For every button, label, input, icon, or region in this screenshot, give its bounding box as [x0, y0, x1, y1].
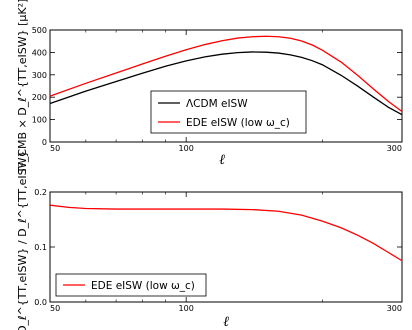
bottom-series-line-0: [49, 204, 403, 262]
top-panel: 50 100 300 0 100 200 300 400 500 ΛCDM eISW EDE e…: [16, 0, 403, 174]
top-x-tick-label: 300: [387, 144, 402, 153]
bottom-y-tick-label: 0.0: [34, 298, 47, 307]
bottom-x-tick-label: 100: [179, 304, 194, 313]
bottom-ticks-group: 50 100 300 0.0 0.1 0.2: [34, 188, 403, 313]
top-series-line-1: [49, 35, 403, 113]
top-legend: ΛCDM eISW EDE eISW (low ω_c): [150, 90, 307, 134]
top-x-axis-label: ℓ: [219, 152, 225, 168]
top-y-axis-label: T²_CMB × D_ℓ^{TT,eISW} [μK²]: [16, 0, 29, 174]
bottom-legend-box: [55, 273, 207, 297]
bottom-y-tick-label: 0.1: [34, 243, 47, 252]
bottom-panel: 50 100 300 0.0 0.1 0.2 EDE eISW (low ω_c) ℓ Δ…: [16, 151, 403, 330]
top-y-tick-label: 0: [42, 138, 47, 147]
top-y-tick-label: 100: [32, 116, 47, 125]
bottom-y-tick-label: 0.2: [34, 188, 47, 197]
bottom-x-tick-label: 50: [50, 304, 60, 313]
top-x-tick-label: 100: [179, 144, 194, 153]
bottom-legend: EDE eISW (low ω_c): [55, 273, 207, 297]
bottom-x-axis-label: ℓ: [223, 314, 229, 330]
top-x-tick-label: 50: [50, 144, 60, 153]
top-y-tick-label: 500: [32, 26, 47, 35]
bottom-x-tick-label: 300: [387, 304, 402, 313]
top-y-tick-label: 400: [32, 48, 47, 57]
top-y-tick-label: 200: [32, 93, 47, 102]
top-legend-label-ede: EDE eISW (low ω_c): [186, 117, 290, 129]
bottom-y-axis-label: ΔD_ℓ^{TT,eISW} / D_ℓ^{TT,eISW}: [16, 151, 29, 330]
top-legend-label-lcdm: ΛCDM eISW: [186, 98, 248, 110]
top-legend-box: [150, 90, 307, 134]
top-series-line-0: [49, 51, 403, 116]
top-series-group: [49, 35, 403, 116]
bottom-series-group: [49, 204, 403, 262]
bottom-legend-label-ede: EDE eISW (low ω_c): [91, 280, 195, 292]
top-y-tick-label: 300: [32, 71, 47, 80]
top-ticks-group: 50 100 300 0 100 200 300 400 500: [32, 26, 403, 153]
